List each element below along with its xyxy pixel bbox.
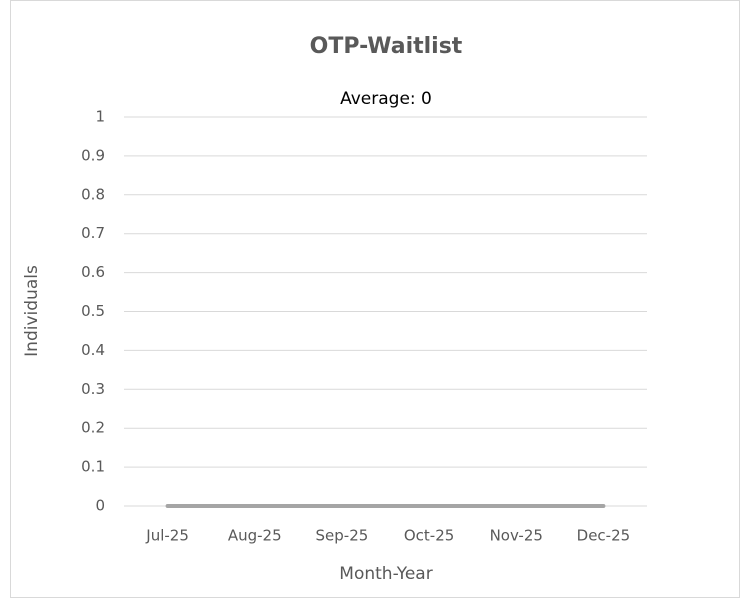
x-tick-label: Nov-25 bbox=[490, 527, 543, 545]
y-tick-label: 0.8 bbox=[81, 185, 105, 203]
y-tick-label: 0.2 bbox=[81, 419, 105, 437]
x-tick-label: Jul-25 bbox=[145, 527, 189, 545]
x-tick-label: Aug-25 bbox=[228, 527, 282, 545]
y-tick-label: 0.5 bbox=[81, 302, 105, 320]
y-tick-label: 0.3 bbox=[81, 380, 105, 398]
y-tick-label: 0.6 bbox=[81, 263, 105, 281]
chart-title: OTP-Waitlist bbox=[310, 34, 463, 59]
chart-subtitle: Average: 0 bbox=[340, 89, 432, 109]
x-tick-label: Sep-25 bbox=[316, 527, 369, 545]
x-axis-title: Month-Year bbox=[339, 564, 432, 584]
y-tick-label: 0.1 bbox=[81, 458, 105, 476]
x-tick-label: Oct-25 bbox=[404, 527, 454, 545]
y-tick-label: 0.4 bbox=[81, 341, 105, 359]
y-axis-title: Individuals bbox=[22, 265, 42, 357]
y-tick-label: 0 bbox=[95, 497, 105, 515]
chart-border bbox=[10, 0, 740, 598]
y-tick-label: 0.9 bbox=[81, 146, 105, 164]
y-tick-label: 1 bbox=[95, 108, 105, 126]
y-tick-label: 0.7 bbox=[81, 224, 105, 242]
x-tick-label: Dec-25 bbox=[577, 527, 631, 545]
